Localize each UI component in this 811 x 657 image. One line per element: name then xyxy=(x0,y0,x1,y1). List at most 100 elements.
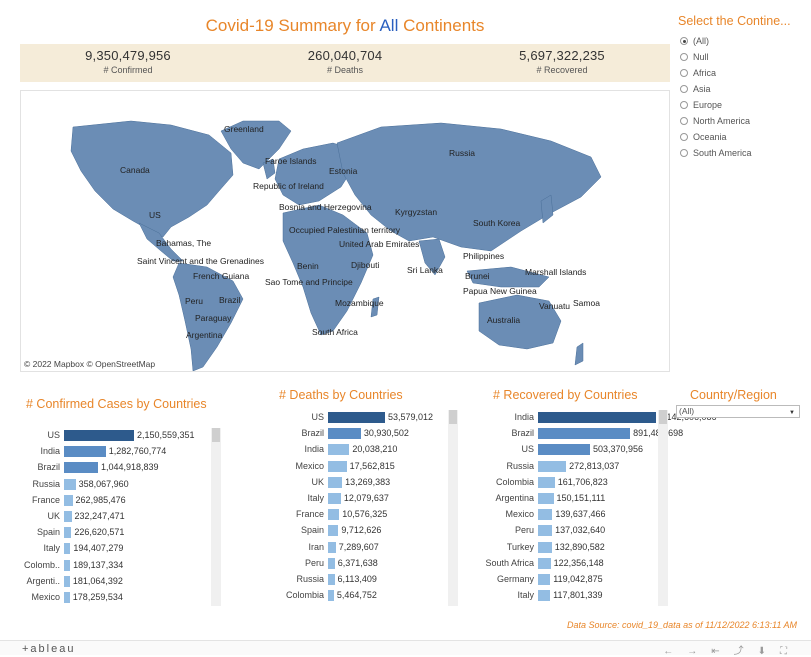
radio-button[interactable] xyxy=(680,101,688,109)
scrollbar-thumb[interactable] xyxy=(212,428,220,442)
bar[interactable] xyxy=(64,430,134,441)
bar[interactable] xyxy=(328,525,339,537)
bar[interactable] xyxy=(538,493,554,504)
scrollbar-thumb[interactable] xyxy=(659,410,667,424)
bar-row[interactable]: US 503,370,956 xyxy=(470,442,736,458)
world-map[interactable]: Greenland Faroe Islands Estonia Russia C… xyxy=(20,90,670,372)
bar[interactable] xyxy=(538,525,553,537)
bar-row[interactable]: France 262,985,476 xyxy=(10,493,214,509)
bar-row[interactable]: Russia 358,067,960 xyxy=(10,477,214,493)
bar-row[interactable]: Spain 226,620,571 xyxy=(10,525,214,541)
bar-row[interactable]: Mexico 178,259,534 xyxy=(10,590,214,606)
bar[interactable] xyxy=(328,460,347,472)
bar-row[interactable]: UK 13,269,383 xyxy=(255,475,465,491)
bar-row[interactable]: Brazil 30,930,502 xyxy=(255,426,465,442)
continent-option-africa[interactable]: Africa xyxy=(680,65,752,81)
bar-row[interactable]: Brazil 1,044,918,839 xyxy=(10,460,214,476)
bar-row[interactable]: Iran 7,289,607 xyxy=(255,540,465,556)
bar-row[interactable]: Colombia 5,464,752 xyxy=(255,588,465,604)
bar-row[interactable]: US 2,150,559,351 xyxy=(10,428,214,444)
radio-button[interactable] xyxy=(680,117,688,125)
bar[interactable] xyxy=(64,527,72,539)
bar-row[interactable]: Germany 119,042,875 xyxy=(470,572,736,588)
bar[interactable] xyxy=(328,428,361,440)
bar[interactable] xyxy=(538,590,551,602)
recovered-chart-scrollbar[interactable] xyxy=(658,410,668,606)
map-attribution[interactable]: © 2022 Mapbox © OpenStreetMap xyxy=(24,359,156,369)
bar-row[interactable]: Italy 194,407,279 xyxy=(10,541,214,557)
continent-option-oceania[interactable]: Oceania xyxy=(680,129,752,145)
bar-row[interactable]: Colombia 161,706,823 xyxy=(470,475,736,491)
bar[interactable] xyxy=(64,559,71,571)
revert-icon[interactable]: ⇤ xyxy=(711,646,734,657)
continent-option-null[interactable]: Null xyxy=(680,49,752,65)
bar-row[interactable]: Argentina 150,151,111 xyxy=(470,491,736,507)
bar[interactable] xyxy=(328,509,340,521)
share-icon[interactable]: ⤴ xyxy=(733,646,758,657)
continent-option-south-america[interactable]: South America xyxy=(680,145,752,161)
bar-row[interactable]: France 10,576,325 xyxy=(255,507,465,523)
confirmed-chart-scrollbar[interactable] xyxy=(211,428,221,606)
bar[interactable] xyxy=(64,446,106,458)
bar-row[interactable]: Italy 12,079,637 xyxy=(255,491,465,507)
bar-row[interactable]: India 20,038,210 xyxy=(255,442,465,458)
bar-row[interactable]: Russia 6,113,409 xyxy=(255,572,465,588)
bar-row[interactable]: US 53,579,012 xyxy=(255,410,465,426)
radio-button[interactable] xyxy=(680,69,688,77)
bar[interactable] xyxy=(538,444,590,456)
bar[interactable] xyxy=(64,478,76,490)
bar[interactable] xyxy=(328,412,385,423)
radio-button[interactable] xyxy=(680,37,688,45)
bar[interactable] xyxy=(64,494,73,506)
bar-row[interactable]: Russia 272,813,037 xyxy=(470,459,736,475)
bar[interactable] xyxy=(538,574,551,585)
bar[interactable] xyxy=(64,575,70,587)
bar[interactable] xyxy=(538,428,631,440)
country-dropdown[interactable]: (All) ▼ xyxy=(676,405,800,418)
scrollbar-thumb[interactable] xyxy=(449,410,457,424)
bar[interactable] xyxy=(328,590,334,602)
continent-option-north-america[interactable]: North America xyxy=(680,113,752,129)
bar[interactable] xyxy=(538,557,551,569)
bar-row[interactable]: Turkey 132,890,582 xyxy=(470,540,736,556)
bar[interactable] xyxy=(328,476,343,488)
radio-button[interactable] xyxy=(680,85,688,93)
deaths-chart-scrollbar[interactable] xyxy=(448,410,458,606)
bar-row[interactable]: Spain 9,712,626 xyxy=(255,523,465,539)
bar[interactable] xyxy=(328,557,335,569)
bar[interactable] xyxy=(328,574,335,585)
bar[interactable] xyxy=(64,592,70,603)
bar[interactable] xyxy=(328,541,336,553)
bar[interactable] xyxy=(64,462,98,474)
bar-row[interactable]: UK 232,247,471 xyxy=(10,509,214,525)
bar[interactable] xyxy=(538,541,552,553)
bar-row[interactable]: India 1,282,760,774 xyxy=(10,444,214,460)
continent-option-all[interactable]: (All) xyxy=(680,33,752,49)
bar[interactable] xyxy=(538,476,555,488)
bar-row[interactable]: Argenti.. 181,064,392 xyxy=(10,574,214,590)
bar-row[interactable]: Colomb.. 189,137,334 xyxy=(10,558,214,574)
download-icon[interactable]: ⬇ xyxy=(757,646,780,657)
bar[interactable] xyxy=(64,543,71,555)
bar[interactable] xyxy=(538,509,553,521)
bar-row[interactable]: Mexico 17,562,815 xyxy=(255,459,465,475)
bar[interactable] xyxy=(538,412,656,423)
bar-row[interactable]: Peru 137,032,640 xyxy=(470,523,736,539)
radio-button[interactable] xyxy=(680,133,688,141)
bar-row[interactable]: Italy 117,801,339 xyxy=(470,588,736,604)
bar[interactable] xyxy=(328,444,350,456)
continent-option-europe[interactable]: Europe xyxy=(680,97,752,113)
tableau-logo[interactable]: +ableau xyxy=(22,643,76,655)
redo-icon[interactable]: → xyxy=(687,646,712,657)
bar-row[interactable]: South Africa 122,356,148 xyxy=(470,556,736,572)
fullscreen-icon[interactable]: ⛶ xyxy=(780,646,801,657)
continent-option-asia[interactable]: Asia xyxy=(680,81,752,97)
bar[interactable] xyxy=(328,493,341,504)
undo-icon[interactable]: ← xyxy=(663,646,688,657)
radio-button[interactable] xyxy=(680,53,688,61)
bar-row[interactable]: Mexico 139,637,466 xyxy=(470,507,736,523)
bar-row[interactable]: Peru 6,371,638 xyxy=(255,556,465,572)
bar[interactable] xyxy=(538,460,567,472)
bar-row[interactable]: Brazil891,483,698 xyxy=(470,426,736,442)
radio-button[interactable] xyxy=(680,149,688,157)
